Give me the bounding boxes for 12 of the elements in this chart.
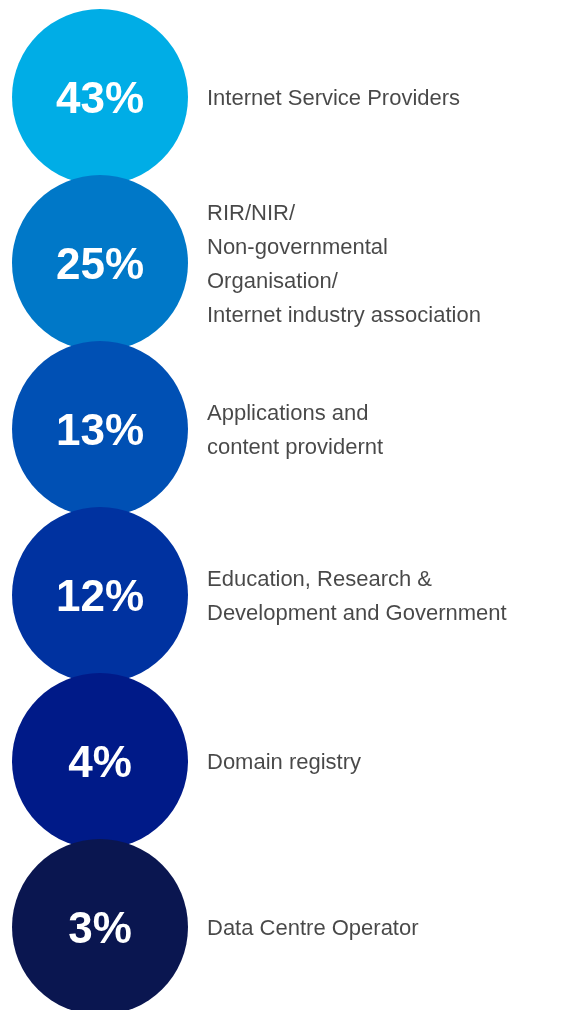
data-label: 4%	[68, 736, 132, 786]
data-label: 12%	[55, 570, 145, 620]
category-label: RIR/NIR/ Non-governmental Organisation/ Internet industry association	[207, 199, 481, 327]
data-label: 25%	[55, 238, 145, 288]
category-label: Domain registry	[207, 748, 362, 774]
data-label: 43%	[55, 72, 145, 122]
category-label: Applications and content providernt	[207, 399, 384, 459]
category-label: Education, Research & Development and Government	[207, 565, 507, 625]
category-label: Data Centre Operator	[207, 914, 419, 940]
category-label: Internet Service Providers	[207, 84, 461, 110]
data-label: 13%	[55, 404, 145, 454]
data-label: 3%	[68, 902, 132, 952]
